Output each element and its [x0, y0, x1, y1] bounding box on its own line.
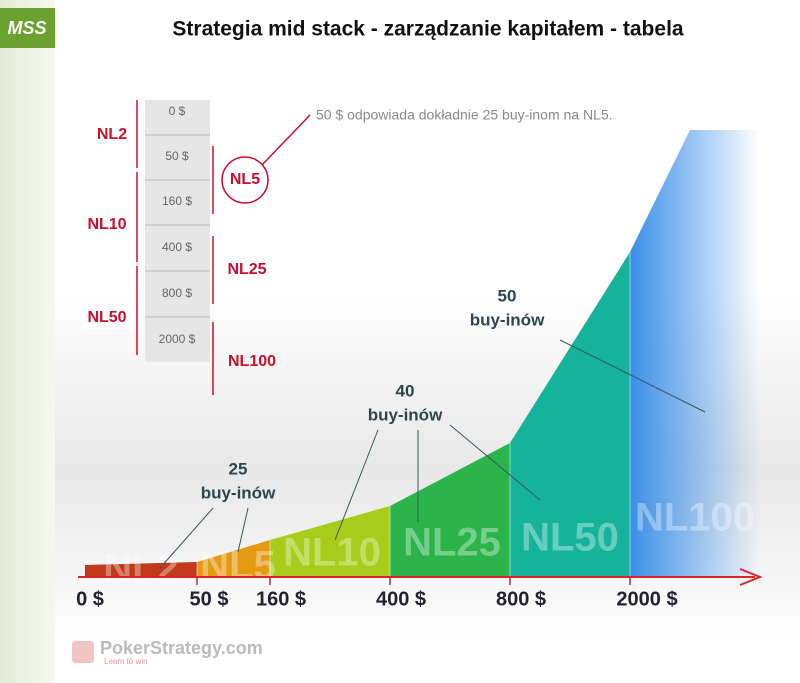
zone-label: NL10 [283, 531, 381, 575]
chip-label: 50 $ [165, 149, 189, 163]
sidebar [0, 0, 55, 683]
zone-area [510, 252, 630, 577]
range-arrows [136, 100, 214, 395]
axis-label: 800 $ [496, 588, 546, 610]
level-label: NL10 [87, 216, 126, 233]
callout: 50 [498, 286, 517, 305]
level-label: NL50 [87, 309, 126, 326]
axis-label: 0 $ [76, 588, 104, 610]
zone-area [197, 540, 270, 577]
level-label: NL2 [97, 126, 127, 143]
highlight-circle [221, 156, 269, 204]
chip-stack [145, 100, 210, 362]
chip-label: 2000 $ [159, 332, 196, 346]
zone-label: NL2 [103, 547, 179, 591]
note: 50 $ odpowiada dokładnie 25 buy-inom na … [316, 107, 613, 123]
callout-lines [159, 339, 706, 569]
badge: MSS [7, 18, 46, 38]
tagline: Learn to win [104, 657, 148, 666]
zone-dividers [196, 252, 631, 577]
chip-label: 400 $ [162, 240, 192, 254]
chip-lines [145, 134, 210, 318]
zone-label: NL25 [403, 521, 501, 565]
note-pointer [261, 114, 311, 166]
brand-icon [72, 641, 94, 663]
axis-ticks [196, 577, 631, 585]
callout: buy-inów [201, 483, 276, 502]
chip-label: 160 $ [162, 194, 192, 208]
axis-label: 400 $ [376, 588, 426, 610]
callout: buy-inów [470, 310, 545, 329]
level-label: NL25 [227, 261, 266, 278]
level-label: NL100 [228, 353, 276, 370]
zone-label: NL100 [635, 496, 755, 540]
title: Strategia mid stack - zarządzanie kapita… [172, 18, 684, 41]
axis-arrow [739, 568, 763, 586]
callout: 40 [396, 381, 415, 400]
brand: PokerStrategy.com [100, 638, 263, 658]
callout: 25 [229, 459, 248, 478]
axis-label: 50 $ [190, 588, 229, 610]
axis-label: 2000 $ [616, 588, 677, 610]
label-bg [82, 307, 134, 329]
zone-area [630, 130, 760, 577]
zone-area [270, 506, 390, 577]
zone-area [390, 443, 510, 577]
label-bg [82, 214, 134, 236]
zone-area [85, 562, 197, 577]
badge-bg [0, 8, 55, 48]
callout: buy-inów [368, 405, 443, 424]
axis-label: 160 $ [256, 588, 306, 610]
label-bg [90, 124, 134, 146]
level-label: NL5 [230, 171, 260, 188]
zone-label: NL50 [521, 516, 619, 560]
chip-label: 0 $ [169, 104, 186, 118]
chip-label: 800 $ [162, 286, 192, 300]
